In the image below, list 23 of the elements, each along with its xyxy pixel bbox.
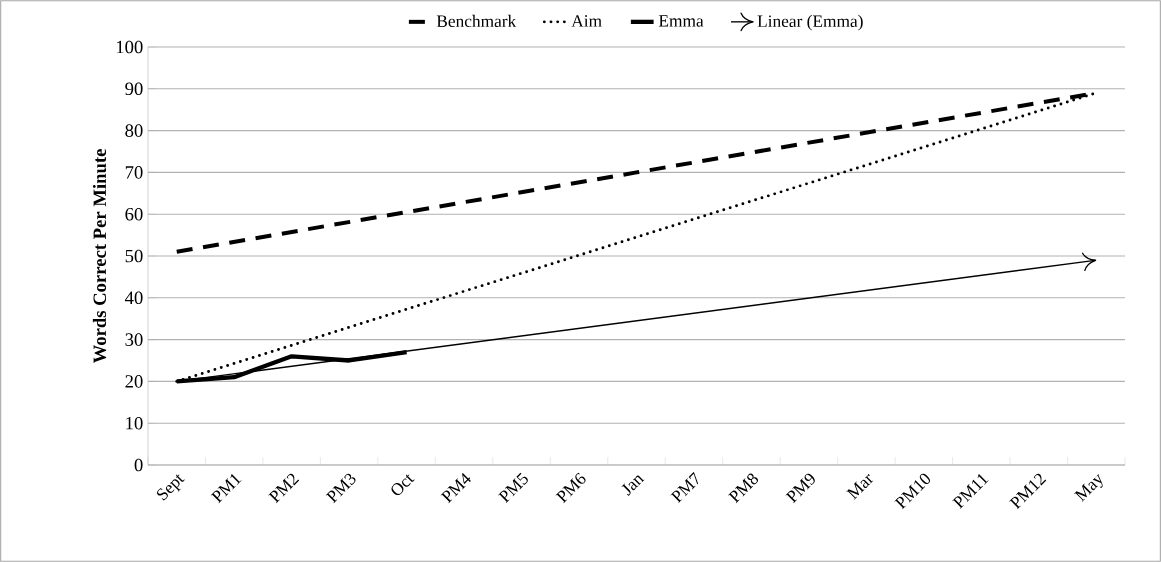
y-tick-label: 80 [125,124,143,137]
x-tick-label: PM1 [210,474,242,504]
y-tick-label: 40 [124,291,143,305]
x-tick-label: Mar [846,474,874,500]
y-tick-label: 90 [125,82,143,96]
y-tick-label: 50 [125,249,143,263]
y-tick-label: 10 [126,416,143,430]
legend-label: Linear (Emma) [757,14,863,31]
legend-label: Aim [571,15,602,27]
x-tick-label: Sept [157,474,185,501]
y-tick-label: 0 [134,458,143,472]
x-tick-label: Oct [391,474,415,496]
x-tick-label: Jan [621,475,645,496]
y-tick-label: 60 [125,207,143,221]
y-axis-title: Words Correct Per Minute [92,149,107,364]
y-tick-label: 20 [125,375,143,388]
y-tick-label: 70 [125,166,143,179]
y-tick-label: 30 [125,333,143,346]
x-tick-label: May [1074,474,1103,502]
y-tick-label: 100 [116,40,143,54]
x-tick-label: PM2 [268,473,300,504]
legend-label: Emma [658,15,704,27]
legend-label: Benchmark [436,14,517,28]
